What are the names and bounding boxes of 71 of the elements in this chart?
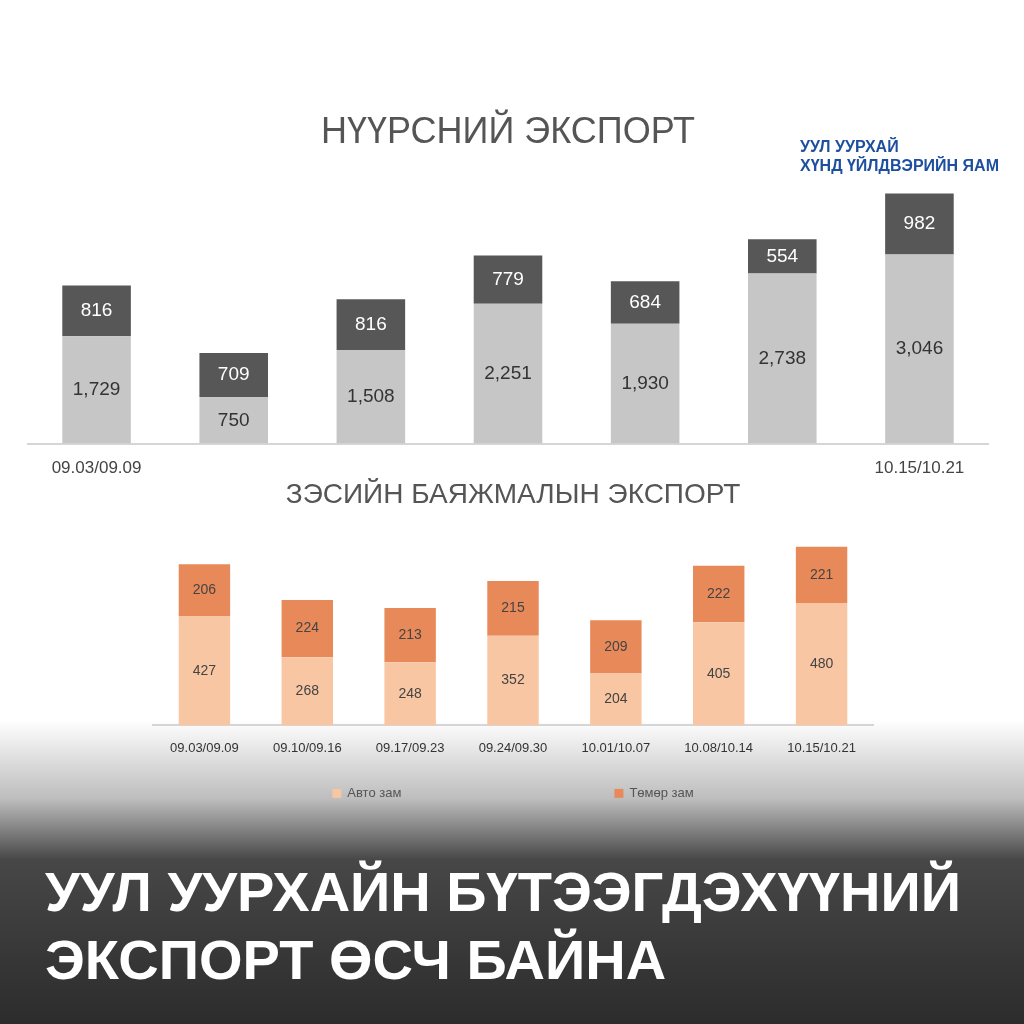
- bar: [281, 657, 333, 726]
- data-label: 427: [192, 661, 217, 678]
- bar: [473, 303, 543, 444]
- bar: [336, 349, 406, 444]
- data-label: 779: [492, 267, 524, 289]
- x-tick-label: 10.01/10.07: [581, 739, 651, 755]
- bar: [487, 635, 539, 726]
- data-label: 224: [295, 619, 320, 636]
- data-label: 204: [604, 690, 628, 707]
- text: УУЛ УУРХАЙН БҮТЭЭГДЭХҮҮНИЙ ЭКСПОРТ ӨСЧ БАЙНА: [45, 859, 962, 993]
- bar: [885, 254, 954, 444]
- data-label: 684: [629, 290, 662, 312]
- bar: [693, 565, 745, 623]
- x-tick-label: 10.08/10.14: [684, 739, 754, 755]
- data-label: 750: [217, 408, 250, 430]
- data-label: 221: [809, 565, 834, 582]
- x-tick-label: 09.03/09.09: [170, 739, 239, 755]
- bar: [610, 323, 680, 444]
- x-tick-label: 09.17/09.23: [375, 739, 445, 755]
- bar: [62, 285, 131, 337]
- data-label: 215: [501, 599, 525, 616]
- bar: [748, 273, 817, 444]
- bar: [590, 620, 642, 674]
- data-label: 213: [398, 625, 423, 642]
- data-label: 206: [192, 581, 217, 598]
- bar: [748, 239, 817, 274]
- data-label: 209: [604, 637, 628, 654]
- legend-label: Авто зам: [347, 784, 402, 800]
- x-tick-label: 10.15/10.21: [874, 458, 965, 478]
- data-label: 268: [295, 682, 320, 699]
- data-label: 816: [80, 299, 113, 321]
- data-label: 1,729: [72, 378, 121, 400]
- data-label: 816: [355, 312, 387, 334]
- bar: [281, 600, 333, 658]
- bar: [610, 281, 680, 324]
- bar: [693, 622, 745, 726]
- bar: [885, 193, 954, 255]
- data-label: 405: [707, 664, 731, 681]
- chart-title: ЗЭСИЙН БАЯЖМАЛЫН ЭКСПОРТ: [285, 477, 741, 509]
- bar: [199, 397, 268, 444]
- data-label: 1,930: [621, 371, 669, 393]
- data-label: 352: [501, 671, 525, 688]
- bar: [590, 673, 642, 726]
- bar: [473, 255, 543, 304]
- data-label: 709: [217, 363, 250, 385]
- x-tick-label: 09.10/09.16: [272, 739, 342, 755]
- data-label: 1,508: [347, 385, 395, 407]
- bar: [62, 336, 131, 444]
- data-label: 3,046: [895, 337, 944, 359]
- bar: [795, 546, 848, 604]
- data-label: 2,251: [484, 361, 532, 383]
- legend-label: Төмөр зам: [629, 784, 694, 800]
- bar: [178, 616, 231, 726]
- bar: [384, 607, 436, 663]
- x-tick-label: 10.15/10.21: [787, 739, 856, 755]
- bar: [199, 353, 268, 398]
- data-label: 554: [766, 244, 799, 266]
- data-label: 2,738: [758, 346, 807, 368]
- data-label: 222: [707, 584, 731, 601]
- data-label: 248: [398, 684, 423, 701]
- data-label: 982: [903, 212, 936, 234]
- bar: [487, 580, 539, 636]
- bar: [336, 299, 406, 350]
- x-tick-label: 09.24/09.30: [478, 739, 548, 755]
- bar: [384, 662, 436, 726]
- chart-title: НҮҮРСНИЙ ЭКСПОРТ: [320, 108, 696, 151]
- bar: [178, 564, 231, 617]
- bar: [795, 603, 848, 726]
- text: УУЛ УУРХАЙ ХҮНД ҮЙЛДВЭРИЙН ЯАМ: [800, 137, 999, 175]
- data-label: 480: [809, 655, 834, 672]
- x-tick-label: 09.03/09.09: [51, 458, 142, 478]
